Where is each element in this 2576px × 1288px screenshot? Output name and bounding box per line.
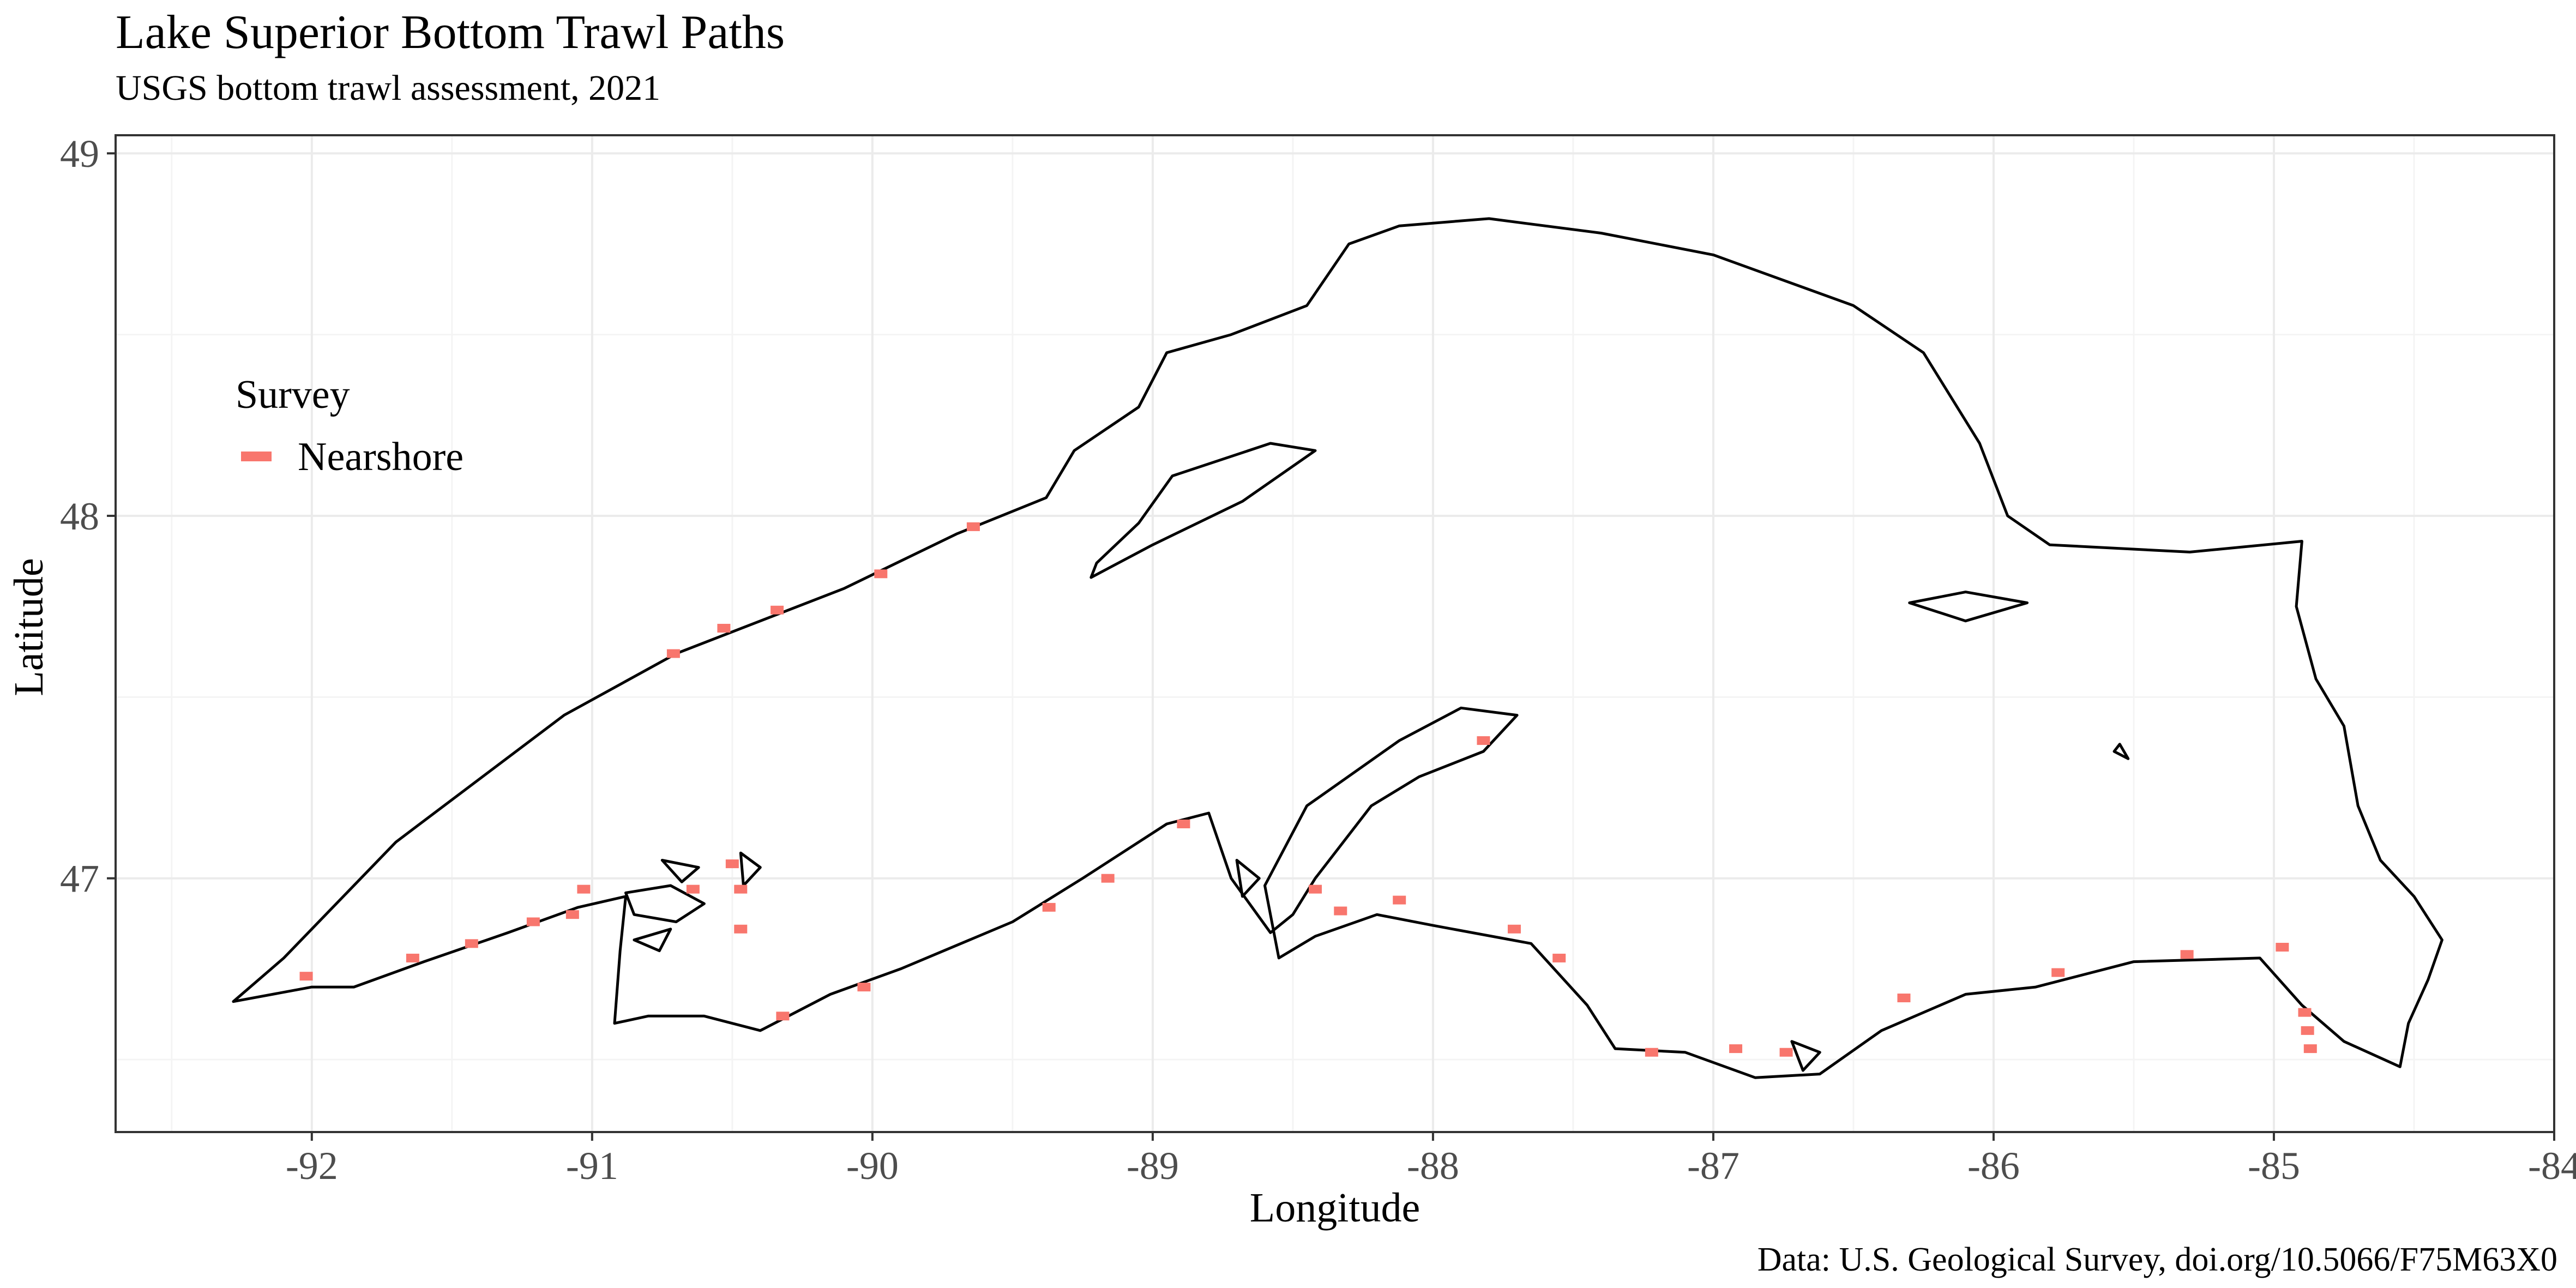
legend-label-nearshore: Nearshore — [298, 435, 464, 479]
island-outline — [624, 884, 706, 923]
chart-title: Lake Superior Bottom Trawl Paths — [116, 6, 785, 59]
trawl-path-segment — [565, 910, 579, 919]
trawl-path-segment — [1729, 1044, 1743, 1054]
main-shoreline — [232, 217, 2443, 1079]
x-tick-label: -84 — [2528, 1144, 2576, 1188]
island-outline — [739, 851, 762, 887]
x-tick-label: -92 — [286, 1144, 338, 1188]
trawl-path-segment — [1779, 1048, 1793, 1057]
trawl-path-segment — [966, 522, 980, 531]
y-tick-label: 49 — [60, 132, 99, 176]
legend-title: Survey — [236, 372, 350, 417]
trawl-path-segment — [406, 953, 419, 962]
trawl-path-segment — [2276, 942, 2289, 952]
x-tick-label: -87 — [1687, 1144, 1740, 1188]
trawl-path-segment — [1177, 819, 1190, 828]
trawl-path-segment — [2303, 1044, 2317, 1054]
trawl-path-segment — [725, 859, 739, 869]
trawl-path-segment — [1334, 906, 1347, 916]
island-outline — [633, 928, 672, 953]
trawl-path-segment — [734, 924, 748, 934]
trawl-path-segment — [299, 972, 313, 981]
trawl-path-segment — [1393, 895, 1406, 905]
legend: Survey Nearshore — [236, 372, 464, 479]
minor-gridlines — [116, 135, 2554, 1132]
x-tick-label: -90 — [846, 1144, 899, 1188]
trawl-path-segment — [2301, 1026, 2314, 1035]
trawl-path-segment — [666, 649, 680, 658]
y-tick-label: 47 — [60, 857, 99, 901]
legend-key-nearshore — [241, 452, 272, 461]
trawl-path-segment — [1042, 902, 1056, 912]
x-axis-title: Longitude — [1250, 1185, 1420, 1231]
trawl-path-segment — [857, 983, 871, 992]
trawl-path-segment — [1477, 736, 1490, 745]
x-axis-ticks: -92 -91 -90 -89 -88 -87 -86 -85 -84 — [286, 1132, 2576, 1188]
trawl-path-segment — [2298, 1008, 2312, 1017]
trawl-path-segment — [2180, 950, 2194, 959]
trawl-path-segment — [1645, 1048, 1658, 1057]
x-tick-label: -85 — [2248, 1144, 2300, 1188]
island-outline — [1908, 591, 2029, 623]
island-outline — [1090, 442, 1317, 579]
island-outline — [660, 859, 700, 883]
trawl-path-segment — [1309, 884, 1322, 894]
island-outline — [1235, 859, 1261, 898]
trawl-path-segment — [874, 569, 888, 579]
x-tick-label: -88 — [1407, 1144, 1459, 1188]
trawl-path-segment — [686, 884, 700, 894]
island-outline — [2112, 743, 2130, 760]
y-tick-label: 48 — [60, 495, 99, 538]
trawl-path-segment — [1552, 953, 1566, 962]
x-tick-label: -91 — [566, 1144, 618, 1188]
trawl-path-segment — [717, 624, 731, 633]
trawl-path-segment — [1507, 924, 1521, 934]
chart-subtitle: USGS bottom trawl assessment, 2021 — [116, 68, 660, 108]
trawl-paths — [299, 522, 2317, 1057]
x-tick-label: -89 — [1127, 1144, 1179, 1188]
trawl-path-segment — [1897, 994, 1911, 1003]
y-axis-ticks: 47 48 49 — [60, 132, 116, 901]
trawl-path-segment — [734, 884, 748, 894]
x-tick-label: -86 — [1967, 1144, 2020, 1188]
lake-shoreline — [232, 217, 2443, 1079]
trawl-path-segment — [1101, 874, 1115, 883]
trawl-path-segment — [776, 1012, 790, 1021]
trawl-path-segment — [526, 917, 540, 926]
island-outline — [1790, 1040, 1821, 1072]
y-axis-title: Latitude — [6, 558, 52, 696]
trawl-path-segment — [577, 884, 591, 894]
data-source-caption: Data: U.S. Geological Survey, doi.org/10… — [1758, 1241, 2557, 1278]
plot-panel-border — [115, 134, 2555, 1133]
trawl-path-segment — [2051, 968, 2065, 977]
major-gridlines — [116, 135, 2555, 1132]
trawl-path-segment — [465, 939, 478, 948]
trawl-path-segment — [771, 605, 784, 615]
